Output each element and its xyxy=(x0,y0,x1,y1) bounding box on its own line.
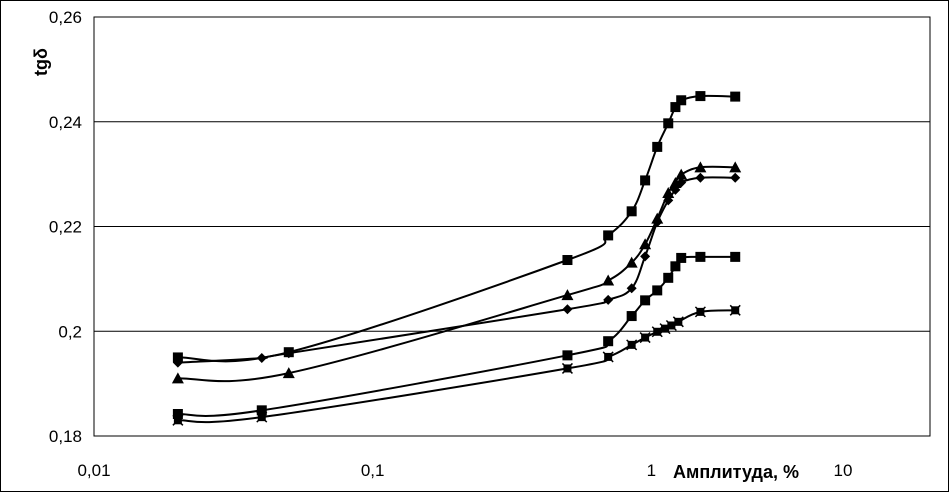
series-3-point-10 xyxy=(695,251,706,262)
series-4-point-11 xyxy=(729,304,741,316)
series-1-point-10 xyxy=(694,161,707,173)
series-2-point-9 xyxy=(670,184,681,195)
series-1-point-1 xyxy=(282,367,295,379)
series-3-point-7 xyxy=(663,272,674,283)
x-tick-label-3: 10 xyxy=(834,461,853,480)
series-2-point-10 xyxy=(676,177,687,188)
series-0-point-5 xyxy=(640,175,651,186)
series-1-point-11 xyxy=(729,161,742,173)
series-2-point-3 xyxy=(562,304,573,315)
series-3-point-0 xyxy=(172,409,183,420)
x-tick-label-0: 0,01 xyxy=(77,461,110,480)
series-4-point-1 xyxy=(256,411,268,423)
series-4-point-6 xyxy=(651,326,663,338)
series-0-point-9 xyxy=(676,95,687,106)
y-axis-label: tgδ xyxy=(31,48,51,76)
series-2-point-11 xyxy=(695,172,706,183)
x-axis-label: Амплитуда, % xyxy=(673,462,799,482)
y-tick-label-1: 0,2 xyxy=(58,322,82,341)
series-2-point-12 xyxy=(730,172,741,183)
x-tick-labels: 0,01 0,1 1 10 xyxy=(77,461,852,480)
series-0-point-8 xyxy=(670,102,681,113)
series-1-point-3 xyxy=(602,274,615,286)
series-3-point-6 xyxy=(652,285,663,296)
grid-lines xyxy=(94,121,930,332)
y-tick-label-4: 0,26 xyxy=(49,8,82,27)
series-line-1 xyxy=(177,165,736,383)
series-3-point-5 xyxy=(640,295,651,306)
series-group xyxy=(171,91,742,426)
series-4-point-4 xyxy=(626,339,638,351)
x-tick-label-1: 0,1 xyxy=(361,461,385,480)
series-4-point-0 xyxy=(172,414,184,426)
series-4-point-5 xyxy=(639,332,651,344)
series-4-point-3 xyxy=(602,351,614,363)
series-4-point-10 xyxy=(694,306,706,318)
x-tick-label-2: 1 xyxy=(647,461,656,480)
series-0-point-11 xyxy=(730,91,741,102)
series-0-point-10 xyxy=(695,91,706,102)
series-2-point-7 xyxy=(652,217,663,228)
series-2-point-8 xyxy=(663,195,674,206)
series-3-point-8 xyxy=(670,261,681,272)
series-2-point-6 xyxy=(640,251,651,262)
series-line-3 xyxy=(177,255,736,417)
series-1-point-4 xyxy=(625,256,638,268)
series-4-point-9 xyxy=(672,316,684,328)
series-3-point-2 xyxy=(562,350,573,361)
series-0-point-4 xyxy=(626,206,637,217)
series-0-point-6 xyxy=(652,141,663,152)
series-2-point-0 xyxy=(172,357,183,368)
plot-area xyxy=(93,16,931,437)
y-tick-label-0: 0,18 xyxy=(49,427,82,446)
series-2-point-5 xyxy=(626,283,637,294)
series-1-point-2 xyxy=(561,289,574,301)
series-3-point-3 xyxy=(603,336,614,347)
series-3-point-9 xyxy=(676,252,687,263)
series-2-point-1 xyxy=(256,352,267,363)
series-2-point-2 xyxy=(283,348,294,359)
series-3-point-11 xyxy=(730,251,741,262)
series-4-point-2 xyxy=(561,362,573,374)
y-tick-label-2: 0,22 xyxy=(49,218,82,237)
series-3-point-1 xyxy=(256,405,267,416)
series-1-point-9 xyxy=(675,168,688,180)
y-tick-label-3: 0,24 xyxy=(49,113,82,132)
series-0-point-2 xyxy=(562,255,573,266)
series-0-point-7 xyxy=(663,118,674,129)
y-tick-labels: 0,18 0,2 0,22 0,24 0,26 xyxy=(49,8,82,446)
series-1-point-0 xyxy=(171,372,184,384)
series-line-0 xyxy=(177,94,736,363)
series-0-point-0 xyxy=(172,352,183,363)
series-0-point-3 xyxy=(603,230,614,241)
series-2-point-4 xyxy=(603,294,614,305)
series-3-point-4 xyxy=(626,311,637,322)
